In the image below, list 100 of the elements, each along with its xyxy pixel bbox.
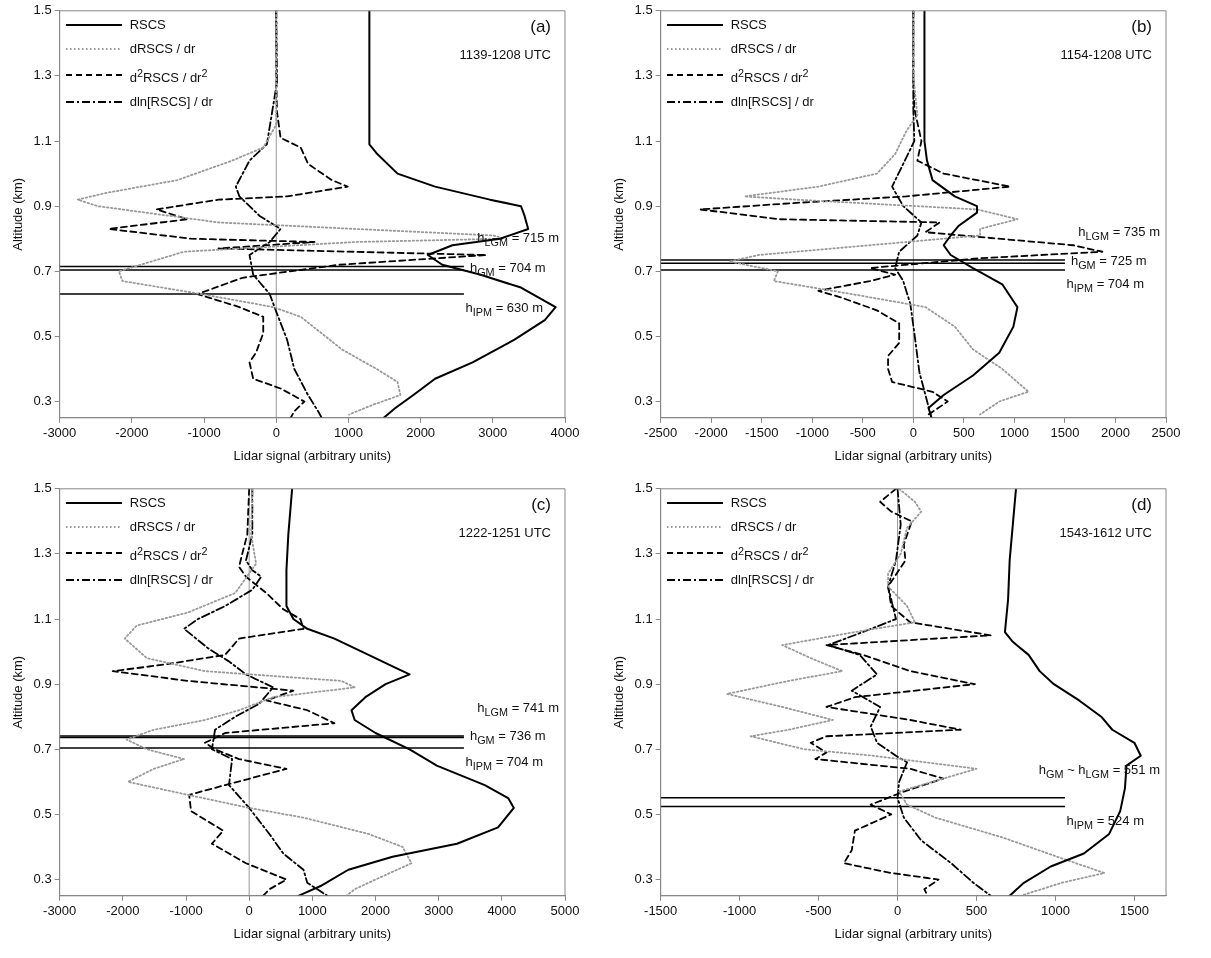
x-tick-label: 2500 bbox=[1151, 425, 1181, 441]
x-tick-label: 4000 bbox=[487, 903, 517, 919]
x-tick-label: 1500 bbox=[1050, 425, 1080, 441]
y-tick-label: 1.3 bbox=[634, 67, 653, 83]
x-tick-label: 2000 bbox=[406, 425, 436, 441]
y-tick-label: 0.7 bbox=[33, 262, 52, 278]
y-tick-label: 0.7 bbox=[634, 740, 653, 756]
y-tick-label: 0.5 bbox=[634, 327, 653, 343]
annotation: (b) bbox=[1131, 16, 1152, 37]
ref-line-label: h$_{LGM}$ = 735 m bbox=[1078, 223, 1160, 244]
x-tick-label: 0 bbox=[909, 425, 917, 441]
x-tick-label: -1000 bbox=[795, 425, 829, 441]
x-tick-label: 500 bbox=[965, 903, 988, 919]
legend-label: RSCS bbox=[129, 15, 166, 34]
x-tick-label: 1500 bbox=[1119, 903, 1149, 919]
y-tick-label: 1.3 bbox=[33, 545, 52, 561]
x-tick-label: -3000 bbox=[43, 903, 77, 919]
x-tick-label: 1000 bbox=[333, 425, 363, 441]
x-tick-label: 0 bbox=[245, 903, 253, 919]
x-tick-label: 4000 bbox=[550, 425, 580, 441]
x-tick-label: -2500 bbox=[644, 425, 678, 441]
annotation: 1222-1251 UTC bbox=[458, 524, 551, 540]
x-tick-label: 1000 bbox=[1041, 903, 1070, 919]
ref-line-label: h$_{IPM}$ = 704 m bbox=[1066, 275, 1144, 296]
x-tick-label: -1500 bbox=[644, 903, 678, 919]
y-tick-label: 0.3 bbox=[33, 871, 52, 887]
x-tick-label: 2000 bbox=[361, 903, 390, 919]
x-tick-label: 500 bbox=[953, 425, 975, 441]
y-tick-label: 0.3 bbox=[634, 393, 653, 409]
x-tick-label: 1000 bbox=[297, 903, 327, 919]
y-axis-title: Altitude (km) bbox=[611, 655, 627, 729]
y-tick-label: 1.5 bbox=[33, 2, 52, 18]
y-tick-label: 0.9 bbox=[33, 197, 52, 213]
legend-label: dRSCS / dr bbox=[730, 39, 797, 58]
y-tick-label: 1.5 bbox=[634, 480, 653, 496]
y-tick-label: 0.9 bbox=[634, 675, 653, 691]
legend-label: d$^{2}$RSCS / dr$^{2}$ bbox=[129, 543, 208, 566]
legend-label: dln[RSCS] / dr bbox=[129, 93, 213, 112]
ref-line-label: h$_{IPM}$ = 704 m bbox=[465, 753, 543, 774]
x-tick-label: 0 bbox=[893, 903, 902, 919]
ref-line-label: h$_{LGM}$ = 741 m bbox=[477, 699, 559, 720]
x-tick-label: -1000 bbox=[169, 903, 203, 919]
ref-line-label: h$_{GM}$ = 704 m bbox=[469, 259, 546, 280]
legend-label: d$^{2}$RSCS / dr$^{2}$ bbox=[730, 543, 809, 566]
legend-label: dln[RSCS] / dr bbox=[129, 571, 213, 590]
x-tick-label: -2000 bbox=[115, 425, 149, 441]
x-axis-title: Lidar signal (arbitrary units) bbox=[233, 447, 392, 463]
x-tick-label: -2000 bbox=[106, 903, 140, 919]
x-tick-label: -1000 bbox=[187, 425, 221, 441]
x-axis-title: Lidar signal (arbitrary units) bbox=[834, 925, 993, 941]
x-tick-label: -1500 bbox=[745, 425, 779, 441]
legend-label: dln[RSCS] / dr bbox=[730, 571, 814, 590]
y-tick-label: 0.5 bbox=[634, 805, 653, 821]
legend-label: d$^{2}$RSCS / dr$^{2}$ bbox=[129, 65, 208, 88]
y-tick-label: 0.7 bbox=[634, 262, 653, 278]
y-tick-label: 0.5 bbox=[33, 805, 52, 821]
y-tick-label: 1.1 bbox=[33, 610, 52, 626]
y-axis-title: Altitude (km) bbox=[10, 655, 26, 729]
y-tick-label: 0.7 bbox=[33, 740, 52, 756]
legend-label: dRSCS / dr bbox=[730, 517, 797, 536]
x-tick-label: -2000 bbox=[694, 425, 728, 441]
annotation: (c) bbox=[531, 494, 551, 515]
y-tick-label: 1.3 bbox=[33, 67, 52, 83]
x-tick-label: -3000 bbox=[43, 425, 77, 441]
ref-line-label: h$_{IPM}$ = 630 m bbox=[465, 300, 543, 320]
x-tick-label: 2000 bbox=[1101, 425, 1130, 441]
y-tick-label: 1.1 bbox=[634, 610, 653, 626]
y-tick-label: 0.9 bbox=[634, 197, 653, 213]
x-axis-title: Lidar signal (arbitrary units) bbox=[834, 447, 993, 463]
x-tick-label: 3000 bbox=[424, 903, 454, 919]
y-tick-label: 1.1 bbox=[33, 132, 52, 148]
x-tick-label: 0 bbox=[272, 425, 280, 441]
legend-label: RSCS bbox=[129, 493, 166, 512]
legend-label: dln[RSCS] / dr bbox=[730, 93, 814, 112]
legend-label: dRSCS / dr bbox=[129, 517, 196, 536]
annotation: 1139-1208 UTC bbox=[459, 46, 551, 62]
x-tick-label: -1000 bbox=[723, 903, 757, 919]
x-tick-label: -500 bbox=[849, 425, 876, 441]
x-tick-label: 1000 bbox=[999, 425, 1029, 441]
y-tick-label: 1.3 bbox=[634, 545, 653, 561]
y-tick-label: 0.3 bbox=[634, 871, 653, 887]
y-tick-label: 0.3 bbox=[33, 393, 52, 409]
y-tick-label: 1.5 bbox=[33, 480, 52, 496]
annotation: (a) bbox=[530, 16, 551, 37]
x-tick-label: -500 bbox=[805, 903, 832, 919]
legend-label: RSCS bbox=[730, 493, 767, 512]
annotation: 1154-1208 UTC bbox=[1060, 46, 1152, 62]
x-axis-title: Lidar signal (arbitrary units) bbox=[233, 925, 392, 941]
ref-line-label: h$_{GM}$ = 725 m bbox=[1070, 253, 1147, 273]
y-axis-title: Altitude (km) bbox=[611, 177, 627, 251]
legend-label: RSCS bbox=[730, 15, 767, 34]
ref-line-label: h$_{GM}$ = 736 m bbox=[469, 727, 546, 748]
y-axis-title: Altitude (km) bbox=[10, 177, 26, 251]
x-tick-label: 3000 bbox=[478, 425, 508, 441]
annotation: 1543-1612 UTC bbox=[1059, 524, 1152, 540]
y-tick-label: 1.1 bbox=[634, 132, 653, 148]
x-tick-label: 5000 bbox=[550, 903, 580, 919]
annotation: (d) bbox=[1131, 494, 1152, 515]
y-tick-label: 0.5 bbox=[33, 327, 52, 343]
legend-label: dRSCS / dr bbox=[129, 39, 196, 58]
